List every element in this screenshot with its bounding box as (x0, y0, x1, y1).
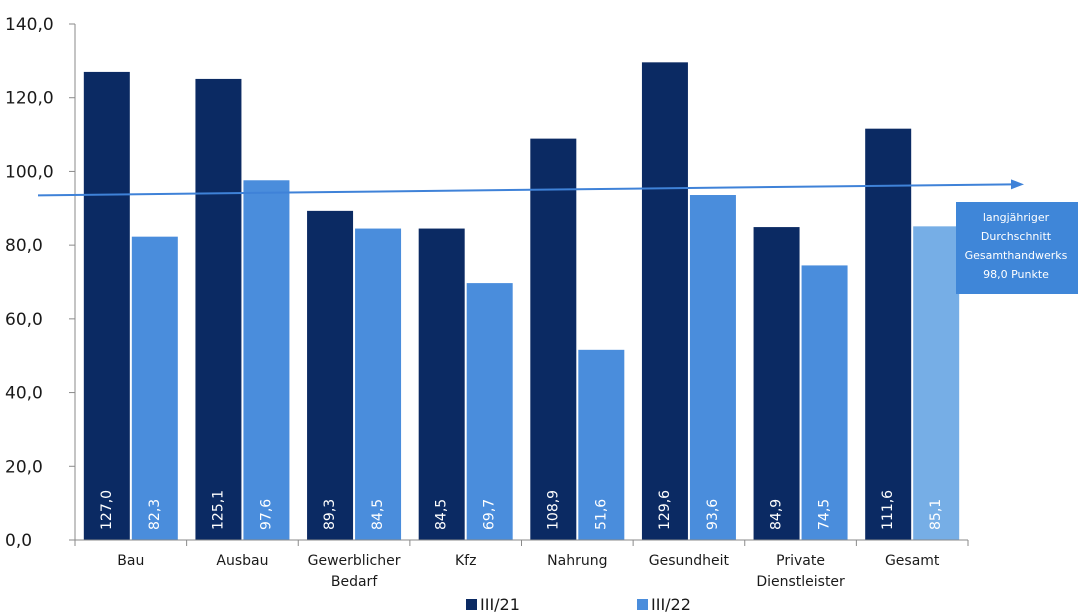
bar-III21-3 (419, 229, 465, 540)
y-tick-label: 0,0 (5, 531, 32, 551)
legend-label: III/21 (480, 595, 520, 614)
category-label: Dienstleister (756, 574, 845, 590)
callout-text: langjähriger (983, 211, 1050, 224)
average-callout: langjähriger Durchschnitt Gesamthandwerks 9… (956, 202, 1078, 294)
data-label: 125,1 (210, 490, 226, 530)
bar-III21-4 (530, 139, 576, 540)
legend-swatch (637, 599, 648, 610)
data-label: 85,1 (928, 499, 944, 530)
data-label: 129,6 (657, 490, 673, 530)
y-axis: 0,0 20,0 40,0 60,0 80,0 100,0 120,0 140,0 (5, 15, 75, 551)
data-label: 127,0 (99, 490, 115, 530)
data-label: 84,5 (434, 499, 450, 530)
y-tick-label: 20,0 (5, 457, 43, 477)
arrow-head-icon (1011, 179, 1024, 189)
data-label: 51,6 (593, 499, 609, 530)
category-label: Ausbau (216, 553, 268, 569)
bar-III21-6 (754, 227, 800, 540)
y-tick-label: 80,0 (5, 236, 43, 256)
category-label: Gesundheit (649, 553, 730, 569)
x-axis: Bau Ausbau Gewerblicher Bedarf Kfz Nahrung Ges… (75, 540, 968, 590)
bar-III22-1 (243, 180, 289, 540)
bar-III22-0 (132, 237, 178, 540)
category-label: Bau (117, 553, 144, 569)
y-tick-label: 140,0 (5, 15, 54, 35)
data-label: 111,6 (880, 490, 896, 530)
bar-III21-0 (84, 72, 130, 540)
data-label: 93,6 (705, 499, 721, 530)
callout-text: Durchschnitt (981, 230, 1052, 243)
data-label: 84,5 (370, 499, 386, 530)
bar-III22-6 (802, 265, 848, 540)
category-label: Nahrung (547, 553, 607, 569)
data-label: 108,9 (545, 490, 561, 530)
callout-text: 98,0 Punkte (983, 268, 1049, 281)
category-label: Gewerblicher (308, 553, 401, 569)
bar-III21-1 (195, 79, 241, 540)
data-label: 82,3 (147, 499, 163, 530)
bar-III21-5 (642, 62, 688, 540)
legend-label: III/22 (651, 595, 691, 614)
legend: III/21 III/22 (466, 595, 691, 614)
category-label: Private (776, 553, 825, 569)
bar-III22-7 (913, 226, 959, 540)
category-label: Gesamt (885, 553, 940, 569)
y-tick-label: 120,0 (5, 89, 54, 109)
callout-text: Gesamthandwerks (965, 249, 1068, 262)
bars: 127,0 82,3 125,1 97,6 89,3 84,5 84,5 69,7 108,9 5… (84, 62, 959, 540)
data-label: 69,7 (482, 499, 498, 530)
data-label: 97,6 (258, 499, 274, 530)
y-tick-label: 40,0 (5, 384, 43, 404)
bar-III21-7 (865, 129, 911, 540)
data-label: 74,5 (817, 499, 833, 530)
data-label: 84,9 (769, 499, 785, 530)
bar-III22-2 (355, 229, 401, 540)
bar-III21-2 (307, 211, 353, 540)
legend-swatch (466, 599, 477, 610)
data-label: 89,3 (322, 499, 338, 530)
y-tick-label: 100,0 (5, 162, 54, 182)
y-tick-label: 60,0 (5, 310, 43, 330)
category-label: Bedarf (331, 574, 378, 590)
bar-III22-5 (690, 195, 736, 540)
category-label: Kfz (455, 553, 476, 569)
